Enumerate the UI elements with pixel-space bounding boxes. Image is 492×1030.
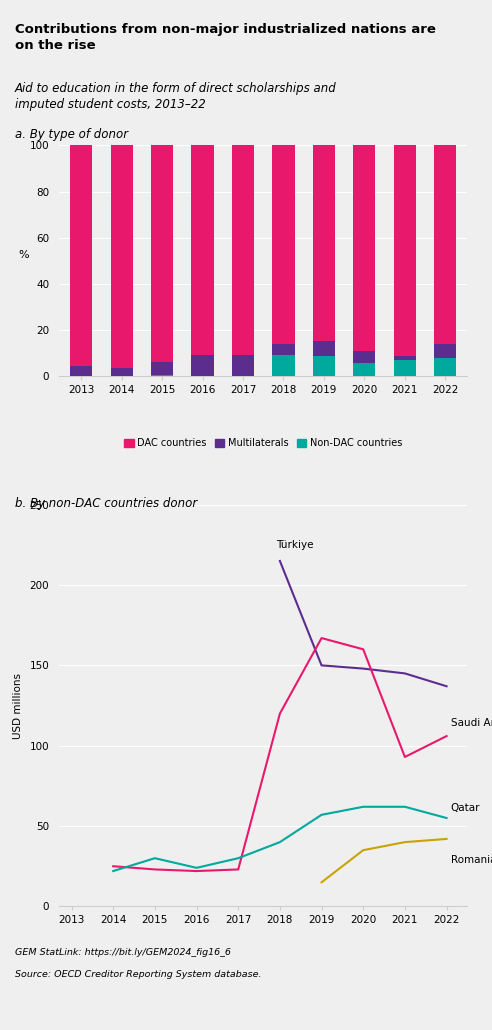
Text: GEM StatLink: https://bit.ly/GEM2024_fig16_6: GEM StatLink: https://bit.ly/GEM2024_fig… xyxy=(15,948,231,957)
Bar xyxy=(394,145,416,356)
Text: a. By type of donor: a. By type of donor xyxy=(15,128,128,141)
Text: Contributions from non-major industrialized nations are
on the rise: Contributions from non-major industriali… xyxy=(15,23,435,52)
Bar xyxy=(272,145,295,344)
Bar xyxy=(151,145,173,363)
Bar xyxy=(151,375,173,376)
Bar xyxy=(313,145,335,341)
Bar xyxy=(191,355,214,376)
Bar xyxy=(353,350,375,364)
Text: Source: OECD Creditor Reporting System database.: Source: OECD Creditor Reporting System d… xyxy=(15,970,261,980)
Bar xyxy=(70,366,92,376)
Bar xyxy=(313,341,335,356)
Bar xyxy=(70,145,92,366)
Bar xyxy=(353,145,375,350)
Bar xyxy=(353,364,375,376)
Bar xyxy=(111,145,133,368)
Bar xyxy=(111,368,133,376)
Bar xyxy=(434,357,456,376)
Bar xyxy=(434,344,456,357)
Bar xyxy=(394,359,416,376)
Bar xyxy=(313,356,335,376)
Y-axis label: %: % xyxy=(19,250,30,260)
Text: Saudi Arabia: Saudi Arabia xyxy=(451,718,492,728)
Bar xyxy=(434,145,456,344)
Text: b. By non-DAC countries donor: b. By non-DAC countries donor xyxy=(15,497,197,511)
Bar xyxy=(232,355,254,376)
Text: Aid to education in the form of direct scholarships and
imputed student costs, 2: Aid to education in the form of direct s… xyxy=(15,82,337,111)
Bar xyxy=(151,363,173,375)
Y-axis label: USD millions: USD millions xyxy=(13,673,23,739)
Text: Qatar: Qatar xyxy=(451,803,480,814)
Bar xyxy=(272,355,295,376)
Bar xyxy=(232,145,254,355)
Bar xyxy=(394,356,416,359)
Bar xyxy=(272,344,295,355)
Text: Romania: Romania xyxy=(451,855,492,865)
Legend: DAC countries, Multilaterals, Non-DAC countries: DAC countries, Multilaterals, Non-DAC co… xyxy=(120,434,406,452)
Bar xyxy=(191,145,214,355)
Text: Türkiye: Türkiye xyxy=(276,540,313,550)
